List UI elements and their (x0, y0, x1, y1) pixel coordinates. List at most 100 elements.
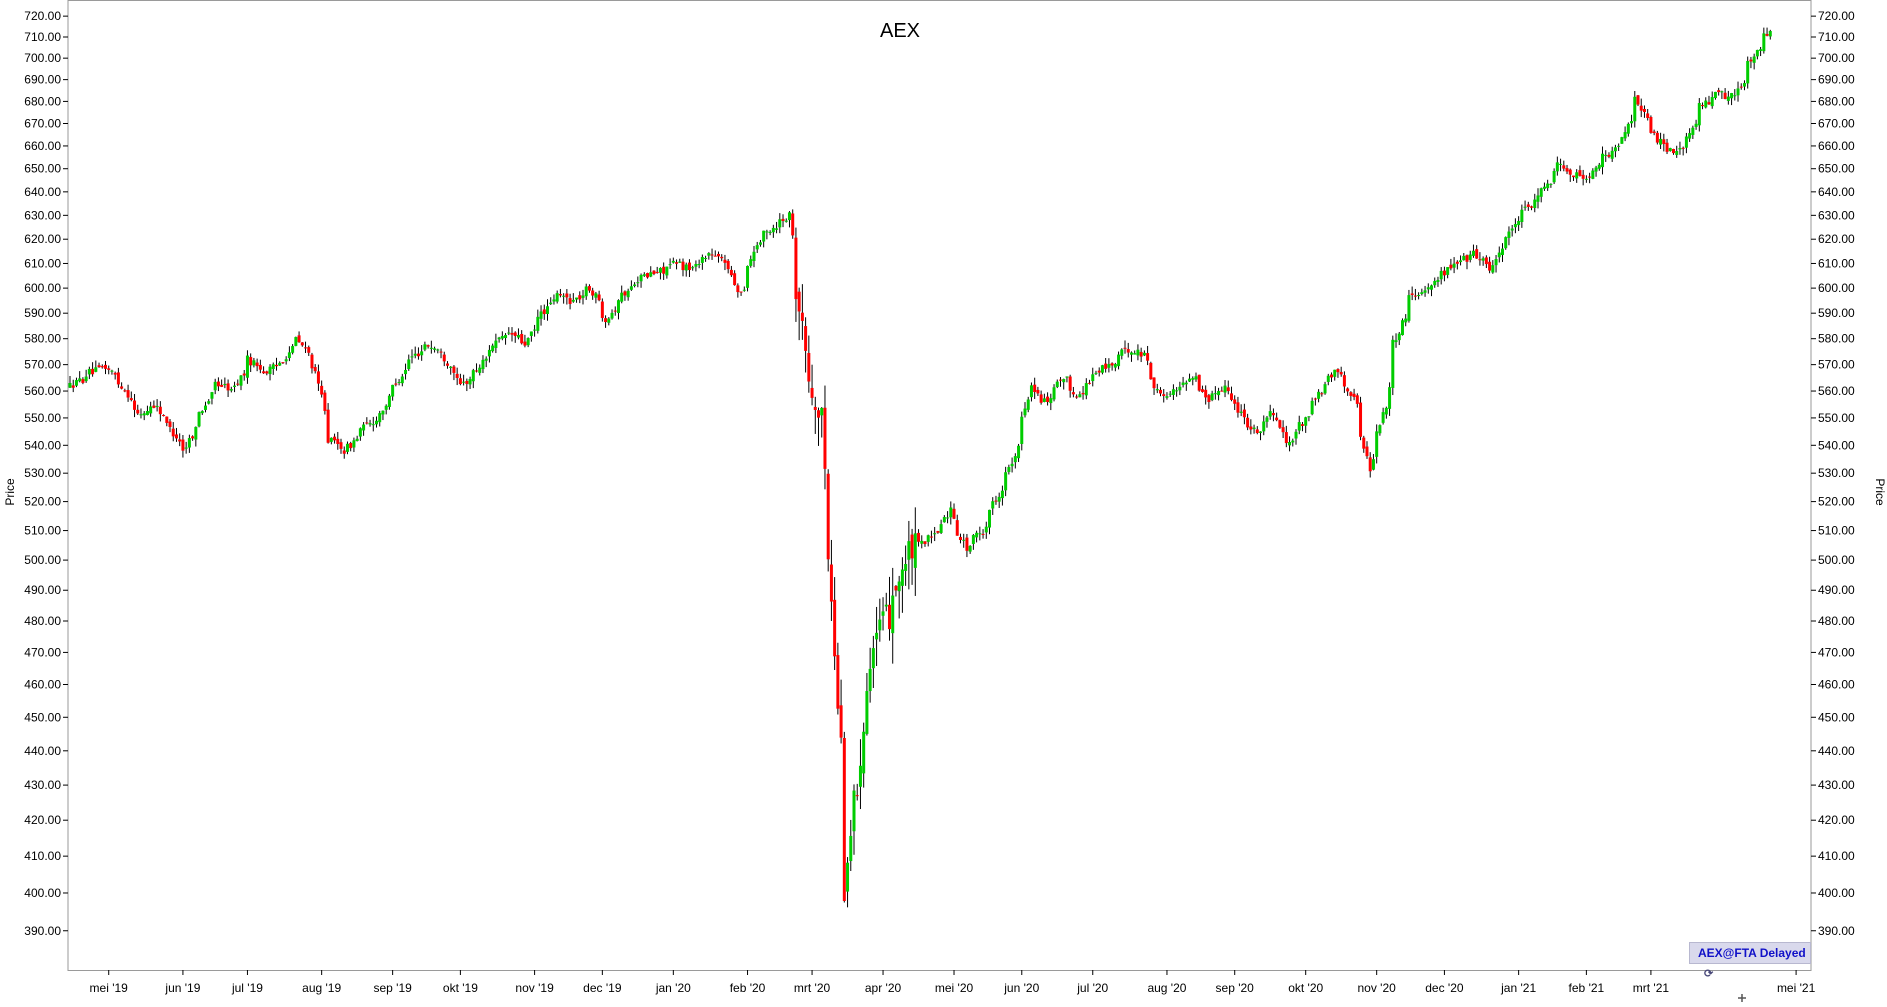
candle-up (649, 272, 653, 277)
candle-up (1659, 138, 1663, 145)
candle-down (1058, 379, 1062, 381)
candle-down (1368, 457, 1372, 472)
candle-up (868, 668, 872, 692)
candle-up (468, 379, 472, 385)
candle-up (616, 300, 620, 314)
candle-up (1762, 33, 1766, 52)
candle-down (568, 298, 572, 304)
candle-up (481, 359, 485, 370)
candle-down (165, 416, 169, 423)
candle-up (939, 524, 943, 533)
candle-up (852, 790, 856, 832)
candle-up (1117, 354, 1121, 367)
candle-up (1381, 412, 1385, 423)
candle-down (923, 541, 927, 545)
candle-down (675, 262, 679, 264)
candle-up (1333, 369, 1337, 377)
candle-up (1136, 349, 1140, 356)
candle-up (207, 401, 211, 404)
candle-up (784, 220, 788, 222)
candle-down (1410, 293, 1414, 295)
candle-up (575, 297, 579, 300)
candle-up (704, 257, 708, 259)
candle-up (1210, 393, 1214, 401)
candle-up (1720, 91, 1724, 93)
candle-up (684, 264, 688, 271)
candle-up (413, 353, 417, 356)
candle-up (529, 331, 533, 336)
nav-cross-icon[interactable] (1738, 994, 1746, 1002)
y-tick-label: 580.00 (24, 332, 61, 346)
candle-up (1610, 150, 1614, 159)
candle-up (881, 611, 885, 616)
candle-down (1413, 295, 1417, 297)
candle-down (465, 380, 469, 384)
candle-down (1562, 165, 1566, 169)
candle-up (933, 533, 937, 535)
candle-up (352, 440, 356, 448)
candle-down (452, 366, 456, 373)
candle-down (981, 533, 985, 535)
candle-up (752, 251, 756, 261)
y-tick-label-right: 450.00 (1818, 710, 1855, 724)
candle-up (94, 367, 98, 372)
candle-up (607, 318, 611, 323)
candle-up (642, 274, 646, 276)
x-tick-label: mei '20 (935, 981, 974, 995)
candle-up (1459, 260, 1463, 263)
candle-up (1252, 427, 1256, 429)
y-tick-label: 480.00 (24, 614, 61, 628)
y-tick-label: 670.00 (24, 117, 61, 131)
candle-up (1259, 431, 1263, 433)
y-tick-label-right: 440.00 (1818, 744, 1855, 758)
candle-up (375, 420, 379, 425)
candle-up (1223, 385, 1227, 393)
candle-up (875, 632, 879, 640)
candle-up (1100, 365, 1104, 373)
candle-up (758, 242, 762, 245)
candle-up (494, 340, 498, 349)
candle-up (755, 245, 759, 250)
candle-down (1355, 395, 1359, 404)
candle-down (1707, 102, 1711, 105)
candle-down (1249, 426, 1253, 430)
candle-down (1642, 108, 1646, 112)
candle-up (271, 364, 275, 369)
candle-down (1339, 371, 1343, 375)
candle-down (439, 351, 443, 353)
candle-up (329, 437, 333, 442)
data-source-badge[interactable]: AEX@FTA Delayed ⟳ (1689, 942, 1811, 980)
candle-down (220, 384, 224, 387)
candle-up (1533, 199, 1537, 209)
candle-up (1155, 389, 1159, 391)
candle-down (365, 422, 369, 424)
y-tick-label: 640.00 (24, 185, 61, 199)
candle-up (1491, 265, 1495, 273)
candle-up (1397, 333, 1401, 341)
candle-down (1739, 86, 1743, 88)
candle-up (1184, 382, 1188, 385)
candle-up (594, 293, 598, 298)
y-tick-label-right: 670.00 (1818, 117, 1855, 131)
x-tick-label: okt '20 (1288, 981, 1323, 995)
candle-down (836, 655, 840, 709)
chart-title: AEX (880, 20, 920, 42)
y-tick-label-right: 420.00 (1818, 813, 1855, 827)
y-tick-label-right: 410.00 (1818, 849, 1855, 863)
candle-up (926, 535, 930, 542)
candle-down (297, 335, 301, 343)
candle-up (462, 381, 466, 383)
candle-down (1097, 370, 1101, 373)
y-tick-label-right: 510.00 (1818, 524, 1855, 538)
candle-up (391, 384, 395, 397)
candle-up (742, 289, 746, 291)
candle-down (249, 357, 253, 366)
x-tick-label: aug '19 (302, 981, 341, 995)
candle-up (700, 256, 704, 263)
candle-down (1123, 347, 1127, 349)
y-axis-label-left: Price (3, 478, 17, 506)
candle-down (1281, 427, 1285, 433)
candle-down (1284, 432, 1288, 444)
candle-up (1604, 154, 1608, 156)
